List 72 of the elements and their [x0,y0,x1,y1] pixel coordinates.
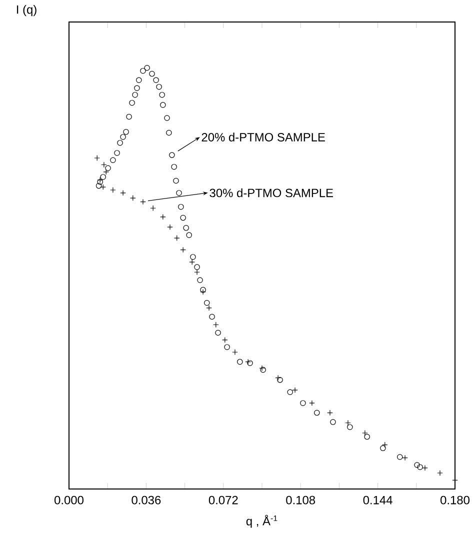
point [300,400,306,406]
x-axis-title: q , Å$^{-1}$ [246,514,278,528]
point [130,195,136,201]
x-tick-label: 0.036 [132,496,161,504]
point [232,349,238,356]
point [134,85,140,91]
point [120,190,126,196]
point [194,269,200,276]
point [224,344,230,350]
point [200,286,206,293]
x-tick-label: 0.108 [286,496,316,504]
point [126,114,132,120]
point [132,92,138,98]
point [364,434,370,440]
point [174,235,180,241]
point [140,198,146,205]
point [414,462,420,468]
point [136,77,142,83]
point [149,70,155,77]
point [140,68,146,74]
point [247,360,253,366]
point [186,232,192,238]
x-tick-label: 0.144 [363,496,392,504]
point [160,102,166,108]
point [114,150,120,156]
point [330,419,336,425]
point [437,470,443,476]
point [190,254,196,260]
point [314,410,320,416]
point [197,277,203,284]
point [209,314,215,320]
point [171,164,177,170]
point [309,400,315,406]
x-tick-label: 0.072 [208,496,238,504]
point [215,330,221,336]
point [110,187,116,193]
point [120,134,126,140]
point [123,129,129,135]
point [97,179,103,185]
point [180,214,186,221]
point [194,264,200,270]
point [164,115,170,121]
point [166,130,172,136]
point [173,178,179,184]
point [327,410,333,416]
point [345,420,351,426]
point [156,84,162,90]
annotation: 30% d-PTMO SAMPLE [210,188,333,198]
point [347,424,353,430]
point [183,225,189,231]
point [159,92,165,98]
point [117,140,123,146]
point [206,305,212,311]
point [169,152,175,158]
point [237,358,243,365]
point [176,190,182,196]
y-axis-title: I (q) [17,5,36,16]
point [204,300,210,306]
point [380,445,386,452]
annotation: 20% d-PTMO SAMPLE [202,132,325,142]
point [105,165,111,172]
point [277,377,283,383]
point [94,155,100,161]
point [110,157,116,163]
x-tick-label: 0.000 [54,496,84,504]
point [129,100,135,106]
point [167,224,173,230]
point [178,204,184,210]
point [144,65,150,71]
point [96,182,102,189]
point [153,77,159,83]
x-tick-label: 0.180 [440,496,470,504]
